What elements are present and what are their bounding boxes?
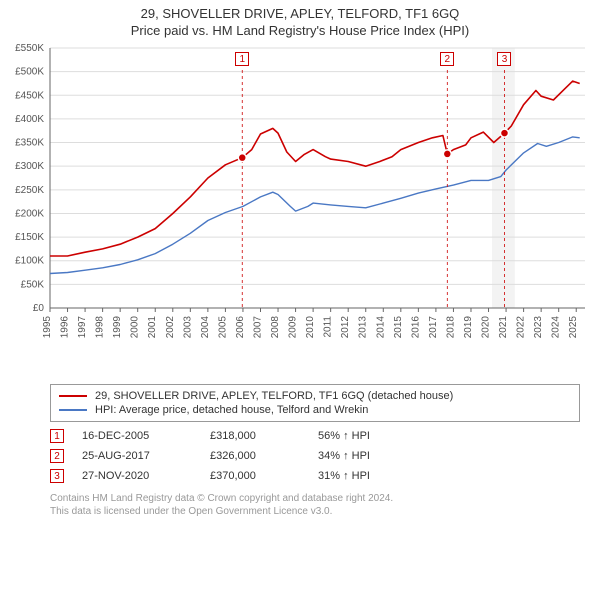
sale-price: £326,000: [210, 450, 300, 462]
legend-label: 29, SHOVELLER DRIVE, APLEY, TELFORD, TF1…: [95, 390, 453, 402]
sale-marker-label: 3: [497, 52, 511, 66]
y-tick-label: £150K: [15, 232, 44, 243]
x-tick-label: 2002: [165, 316, 176, 339]
sale-marker-dot: [443, 150, 451, 158]
x-tick-label: 2025: [568, 316, 579, 339]
y-tick-label: £550K: [15, 43, 44, 54]
sale-date: 27-NOV-2020: [82, 470, 192, 482]
x-tick-label: 2024: [551, 316, 562, 339]
x-tick-label: 2023: [533, 316, 544, 339]
sale-marker-dot: [500, 129, 508, 137]
x-tick-label: 2009: [288, 316, 299, 339]
footer-attribution: Contains HM Land Registry data © Crown c…: [50, 492, 580, 518]
sale-date: 25-AUG-2017: [82, 450, 192, 462]
x-tick-label: 2015: [393, 316, 404, 339]
x-tick-label: 2011: [323, 316, 334, 338]
sale-row: 1 16-DEC-2005 £318,000 56% ↑ HPI: [50, 426, 580, 446]
x-tick-label: 2000: [130, 316, 141, 339]
legend: 29, SHOVELLER DRIVE, APLEY, TELFORD, TF1…: [50, 384, 580, 422]
y-tick-label: £500K: [15, 67, 44, 78]
x-tick-label: 1999: [112, 316, 123, 339]
footer-line1: Contains HM Land Registry data © Crown c…: [50, 492, 580, 505]
y-tick-label: £450K: [15, 90, 44, 101]
x-tick-label: 2012: [340, 316, 351, 339]
legend-swatch: [59, 395, 87, 397]
y-tick-label: £350K: [15, 138, 44, 149]
sale-price: £318,000: [210, 430, 300, 442]
sale-date: 16-DEC-2005: [82, 430, 192, 442]
sales-list: 1 16-DEC-2005 £318,000 56% ↑ HPI 2 25-AUG-201…: [50, 426, 580, 486]
x-tick-label: 1997: [77, 316, 88, 339]
x-tick-label: 2022: [516, 316, 527, 339]
title-line2: Price paid vs. HM Land Registry's House …: [0, 23, 600, 38]
legend-row: HPI: Average price, detached house, Telf…: [59, 403, 571, 417]
y-tick-label: £0: [33, 303, 45, 314]
x-tick-label: 2003: [182, 316, 193, 339]
sale-pct: 31% ↑ HPI: [318, 470, 428, 482]
x-tick-label: 2018: [445, 316, 456, 339]
sale-num-box: 1: [50, 429, 64, 443]
x-tick-label: 2004: [200, 316, 211, 339]
y-tick-label: £50K: [21, 279, 45, 290]
x-tick-label: 2019: [463, 316, 474, 339]
y-tick-label: £300K: [15, 161, 44, 172]
x-tick-label: 2007: [252, 316, 263, 339]
chart-svg: £0 £50K £100K £150K £200K £250K £300K £350K £400…: [0, 38, 600, 378]
sale-marker-label: 2: [440, 52, 454, 66]
legend-label: HPI: Average price, detached house, Telf…: [95, 404, 368, 416]
y-tick-label: £200K: [15, 208, 44, 219]
chart-area: £0 £50K £100K £150K £200K £250K £300K £350K £400…: [0, 38, 600, 378]
y-tick-label: £250K: [15, 185, 44, 196]
x-tick-label: 2013: [358, 316, 369, 339]
sale-pct: 34% ↑ HPI: [318, 450, 428, 462]
x-tick-label: 1996: [60, 316, 71, 339]
sale-pct: 56% ↑ HPI: [318, 430, 428, 442]
footer-line2: This data is licensed under the Open Gov…: [50, 505, 580, 518]
x-tick-label: 2021: [498, 316, 509, 339]
sale-num-box: 2: [50, 449, 64, 463]
x-tick-label: 1995: [42, 316, 53, 339]
sale-row: 3 27-NOV-2020 £370,000 31% ↑ HPI: [50, 466, 580, 486]
title-line1: 29, SHOVELLER DRIVE, APLEY, TELFORD, TF1…: [0, 6, 600, 21]
y-tick-label: £100K: [15, 256, 44, 267]
legend-swatch: [59, 409, 87, 411]
x-tick-label: 2005: [217, 316, 228, 339]
x-tick-label: 2001: [147, 316, 158, 339]
x-tick-label: 2016: [410, 316, 421, 339]
x-tick-label: 2017: [428, 316, 439, 339]
y-tick-label: £400K: [15, 114, 44, 125]
x-tick-label: 2020: [481, 316, 492, 339]
x-tick-label: 2008: [270, 316, 281, 339]
chart-titles: 29, SHOVELLER DRIVE, APLEY, TELFORD, TF1…: [0, 0, 600, 38]
sale-marker-dot: [238, 154, 246, 162]
x-tick-label: 2014: [375, 316, 386, 339]
x-tick-label: 2006: [235, 316, 246, 339]
sale-marker-label: 1: [235, 52, 249, 66]
sale-num-box: 3: [50, 469, 64, 483]
x-tick-label: 1998: [95, 316, 106, 339]
sale-price: £370,000: [210, 470, 300, 482]
x-tick-label: 2010: [305, 316, 316, 339]
legend-row: 29, SHOVELLER DRIVE, APLEY, TELFORD, TF1…: [59, 389, 571, 403]
sale-row: 2 25-AUG-2017 £326,000 34% ↑ HPI: [50, 446, 580, 466]
